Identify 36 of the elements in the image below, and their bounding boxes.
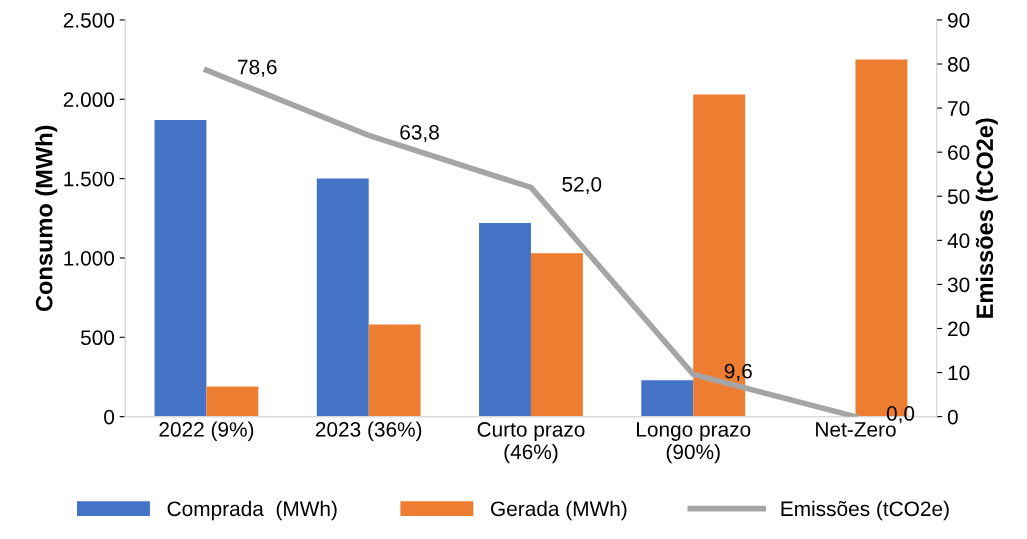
y-tick-label: 1.500 (64, 171, 115, 187)
y2-tick-label: 40 (947, 233, 970, 249)
bar (206, 386, 259, 417)
y-tick-label: 2.000 (63, 92, 115, 108)
y2-tick-label: 90 (948, 12, 970, 28)
legend-label: Gerada (MWh) (491, 500, 627, 521)
x-tick-label: 2022 (9%) (159, 421, 254, 441)
legend-label: Emissões (tCO2e) (781, 500, 949, 521)
x-tick-label: 2023 (36%) (315, 421, 422, 441)
y2-tick-label: 10 (948, 365, 970, 381)
y2-tick-label: 70 (948, 101, 970, 116)
bar (530, 253, 583, 417)
bar (479, 223, 531, 417)
y-tick-label: 0 (104, 409, 115, 425)
data-label: 78,6 (238, 59, 277, 77)
x-tick-label: Curto prazo (46%) (477, 422, 585, 464)
data-label: 52,0 (562, 176, 602, 195)
y-tick-label: 500 (80, 330, 115, 346)
bar (368, 324, 421, 417)
y2-tick-label: 60 (948, 145, 970, 160)
bar (154, 119, 207, 417)
data-label: 63,8 (400, 124, 439, 143)
bar (641, 380, 694, 417)
bar (316, 178, 369, 417)
x-tick-label: Net-Zero (816, 422, 896, 437)
y-tick-label: 2.500 (63, 12, 115, 28)
y2-tick-label: 20 (948, 321, 970, 337)
y2-tick-label: 0 (947, 409, 958, 425)
y2-axis-title: Emissões (tCO2e) (975, 118, 998, 318)
y-tick-label: 1.000 (64, 250, 115, 266)
y2-tick-label: 30 (947, 277, 970, 293)
x-tick-label: Longo prazo (90%) (637, 422, 751, 464)
y2-tick-label: 50 (947, 189, 970, 205)
y-axis-title: Consumo (MWh) (35, 125, 58, 312)
legend-label: Comprada (MWh) (167, 500, 337, 521)
y2-tick-label: 80 (947, 57, 970, 72)
